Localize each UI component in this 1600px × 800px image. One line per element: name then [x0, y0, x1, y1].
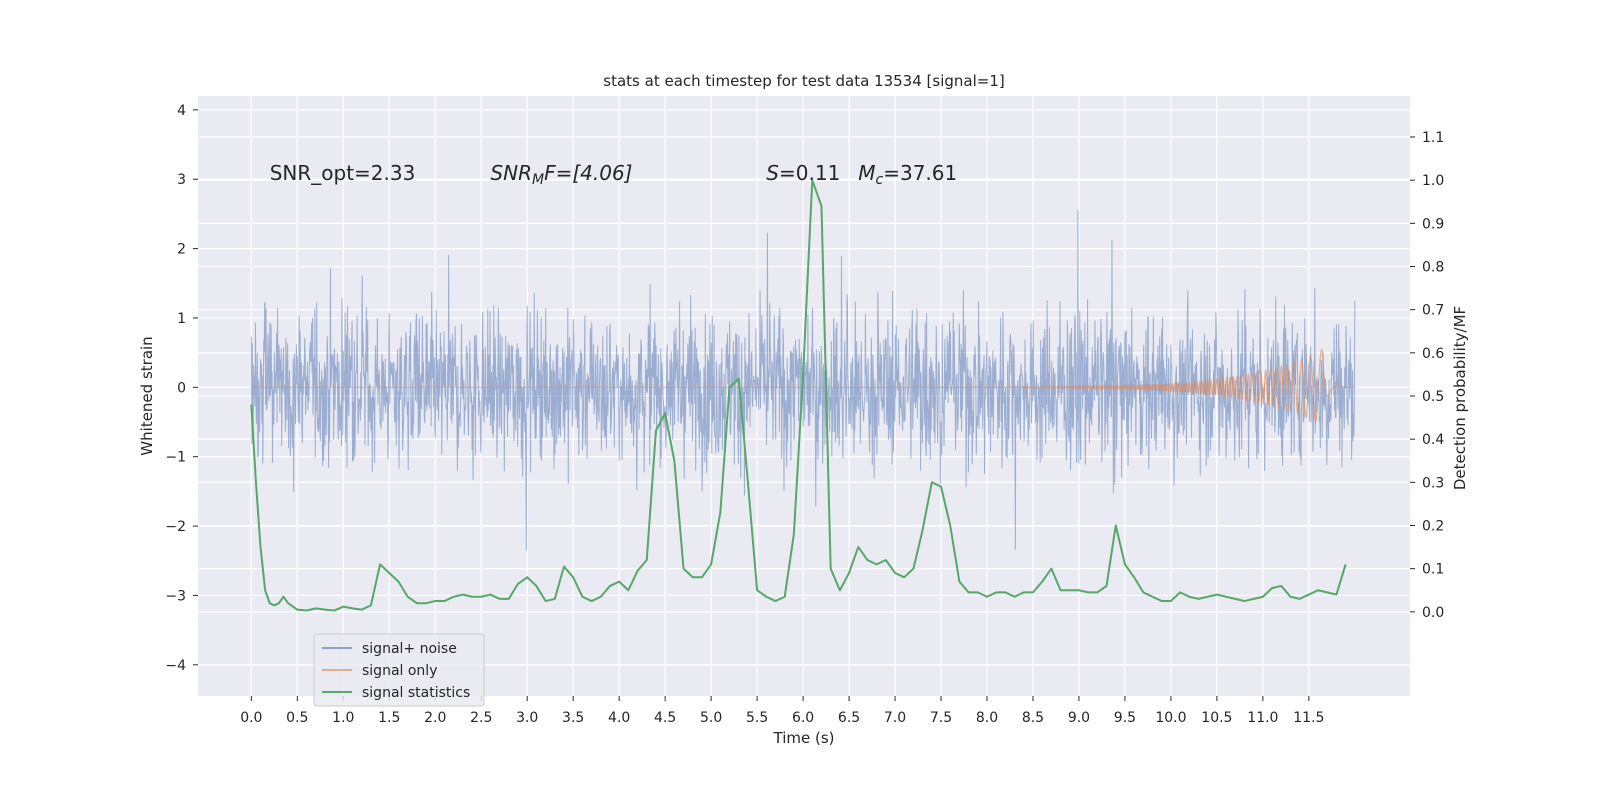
- x-tick-label: 0.5: [286, 710, 308, 726]
- x-tick-label: 9.5: [1114, 710, 1136, 726]
- x-tick-label: 8.5: [1022, 710, 1044, 726]
- x-tick-label: 3.0: [516, 710, 538, 726]
- annotation-snr-mf: SNRMF=[4.06]: [490, 161, 632, 188]
- y-tick-label: 0: [177, 380, 186, 396]
- x-tick-label: 4.5: [654, 710, 676, 726]
- x-tick-label: 4.0: [608, 710, 630, 726]
- y-right-axis-ticks: 0.0 0.1 0.2 0.3 0.4 0.5 0.6 0.7 0.8 0.9 1.0 1.1: [1410, 130, 1444, 621]
- signal-noise-line: [250, 209, 1356, 551]
- y-tick-label: −1: [165, 450, 186, 466]
- signal-noise-series: [250, 209, 1356, 551]
- y-right-tick-label: 0.7: [1422, 303, 1444, 319]
- x-tick-label: 2.5: [470, 710, 492, 726]
- y-right-tick-label: 0.0: [1422, 605, 1444, 621]
- x-tick-label: 10.5: [1201, 710, 1232, 726]
- y-tick-label: 3: [177, 172, 186, 188]
- y-axis-ticks: −4 −3 −2 −1 0 1 2 3 4: [165, 103, 198, 674]
- y-right-tick-label: 0.3: [1422, 475, 1444, 491]
- x-tick-label: 3.5: [562, 710, 584, 726]
- signal-statistics-line: [250, 179, 1347, 612]
- y-axis-label: Whitened strain: [138, 336, 156, 455]
- y-tick-label: 2: [177, 242, 186, 258]
- x-tick-label: 11.0: [1247, 710, 1278, 726]
- x-tick-label: 10.0: [1155, 710, 1186, 726]
- y-tick-label: 4: [177, 103, 186, 119]
- y-tick-label: −4: [165, 658, 186, 674]
- y-right-axis-label: Detection probability/MF: [1451, 306, 1469, 490]
- y-tick-label: 1: [177, 311, 186, 327]
- x-axis-label: Time (s): [773, 729, 835, 747]
- legend-label: signal+ noise: [362, 641, 457, 657]
- x-tick-label: 8.0: [976, 710, 998, 726]
- annotation-s: S=0.11: [766, 161, 840, 185]
- x-tick-label: 1.0: [332, 710, 354, 726]
- x-tick-label: 6.0: [792, 710, 814, 726]
- x-tick-label: 6.5: [838, 710, 860, 726]
- x-tick-label: 7.5: [930, 710, 952, 726]
- y-tick-label: −3: [165, 588, 186, 604]
- x-tick-label: 1.5: [378, 710, 400, 726]
- annotation-mc-subscript: c: [876, 172, 884, 188]
- x-axis-ticks: 0.0 0.5 1.0 1.5 2.0 2.5 3.0 3.5 4.0 4.5 5.0 5.5 6.0 6…: [240, 696, 1324, 726]
- y-right-tick-label: 0.6: [1422, 346, 1444, 362]
- annotation-mc-value: =37.61: [883, 161, 957, 185]
- y-right-tick-label: 0.1: [1422, 562, 1444, 578]
- legend-box: [313, 633, 485, 707]
- x-tick-label: 7.0: [884, 710, 906, 726]
- x-tick-label: 2.0: [424, 710, 446, 726]
- x-tick-label: 11.5: [1293, 710, 1324, 726]
- chart-title: stats at each timestep for test data 135…: [603, 72, 1004, 90]
- y-right-tick-label: 0.2: [1422, 518, 1444, 534]
- y-right-tick-label: 0.8: [1422, 260, 1444, 276]
- legend: signal+ noise signal only signal statistic…: [313, 633, 485, 707]
- y-right-tick-label: 0.9: [1422, 216, 1444, 232]
- annotation-s-main: S: [766, 161, 779, 185]
- annotation-mc-main: M: [858, 161, 875, 185]
- annotation-snr-mf-rest: F=[4.06]: [544, 161, 632, 185]
- annotation-snr-opt: SNR_opt=2.33: [270, 161, 416, 185]
- annotation-snr-mf-main: SNR: [490, 161, 532, 185]
- y-right-tick-label: 1.0: [1422, 173, 1444, 189]
- y-right-tick-label: 0.4: [1422, 432, 1444, 448]
- annotation-s-value: =0.11: [779, 161, 840, 185]
- x-tick-label: 5.0: [700, 710, 722, 726]
- y-tick-label: −2: [165, 519, 186, 535]
- y-right-tick-label: 0.5: [1422, 389, 1444, 405]
- legend-label: signal only: [362, 663, 437, 679]
- annotation-mc: Mc=37.61: [858, 161, 957, 188]
- x-tick-label: 9.0: [1068, 710, 1090, 726]
- x-tick-label: 5.5: [746, 710, 768, 726]
- annotation-snr-mf-subscript: M: [532, 172, 544, 188]
- y-right-tick-label: 1.1: [1422, 130, 1444, 146]
- signal-statistics-series: [250, 179, 1347, 612]
- x-tick-label: 0.0: [240, 710, 262, 726]
- legend-label: signal statistics: [362, 685, 470, 701]
